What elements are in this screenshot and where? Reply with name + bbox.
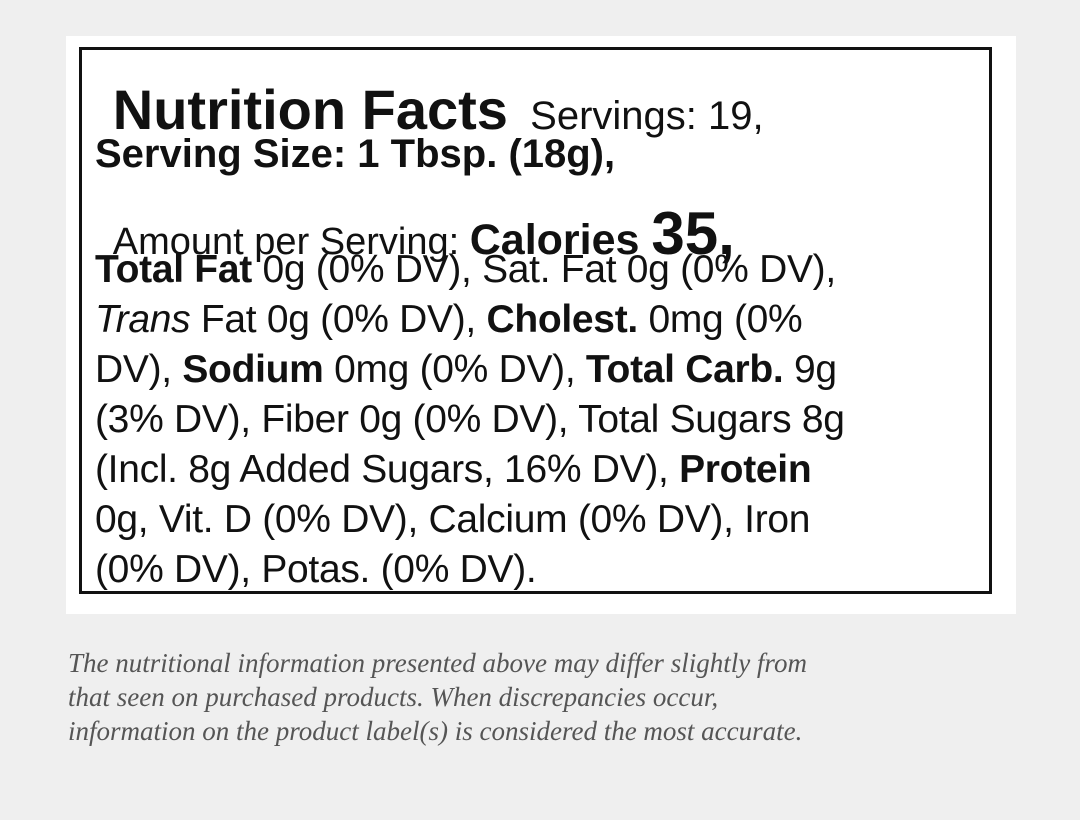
serving-size: Serving Size: 1 Tbsp. (18g),	[95, 132, 616, 176]
nutrient-line: (Incl. 8g Added Sugars, 16% DV), Protein	[95, 448, 812, 491]
nutrient: Total Carb.	[585, 348, 784, 391]
nutrient-line: DV), Sodium 0mg (0% DV), Total Carb. 9g	[95, 350, 837, 389]
servings: Servings: 19,	[530, 94, 764, 138]
nutrient-text: (Incl. 8g Added Sugars, 16% DV),	[95, 448, 680, 491]
disclaimer-line: The nutritional information presented ab…	[68, 648, 807, 678]
nutrient-line: (0% DV), Potas. (0% DV).	[95, 548, 537, 591]
label-border	[79, 47, 992, 594]
nutrient-text: (0% DV), Potas. (0% DV).	[95, 548, 537, 591]
nutrient-text: 0mg (0% DV),	[323, 348, 586, 391]
calories: 35,	[651, 200, 735, 267]
nutrient-line: Trans Fat 0g (0% DV), Cholest. 0mg (0%	[95, 298, 803, 341]
disclaimer-line: that seen on purchased products. When di…	[68, 682, 719, 712]
amount-per-serving: Amount per Serving:	[112, 221, 460, 263]
nutrient: Total Fat	[95, 248, 252, 291]
nutrient-line: 0g, Vit. D (0% DV), Calcium (0% DV), Iro…	[95, 500, 810, 539]
calories-line: Amount per Serving: Calories 35,	[95, 188, 735, 280]
nutrient-text: 0mg (0%	[637, 298, 803, 341]
nutrient: Protein	[679, 448, 812, 491]
calories-label: Calories	[469, 216, 640, 264]
nutrient-line: Total Fat 0g (0% DV), Sat. Fat 0g (0% DV…	[95, 250, 836, 289]
nutrient: Cholest.	[486, 298, 638, 341]
title-line: Nutrition Facts Servings: 19,	[95, 66, 764, 154]
nutrient-text: 0g (0% DV), Sat. Fat 0g (0% DV),	[251, 248, 836, 291]
nutrient-text: 0g, Vit. D (0% DV), Calcium (0% DV), Iro…	[95, 498, 811, 541]
nutrient-text: (3% DV), Fiber 0g (0% DV), Total Sugars …	[95, 398, 845, 441]
nutrient-text: DV),	[95, 348, 183, 391]
nutrient-line: (3% DV), Fiber 0g (0% DV), Total Sugars …	[95, 400, 845, 439]
nutrient-text: Fat 0g (0% DV),	[190, 298, 487, 341]
disclaimer-line: information on the product label(s) is c…	[68, 716, 803, 746]
nutrient-text: Trans	[95, 298, 191, 341]
nutrient: Sodium	[182, 348, 324, 391]
nutrition-label: Nutrition Facts Servings: 19, Serving Si…	[66, 36, 1016, 614]
title: Nutrition Facts	[112, 78, 508, 141]
nutrient-text: 9g	[783, 348, 837, 391]
